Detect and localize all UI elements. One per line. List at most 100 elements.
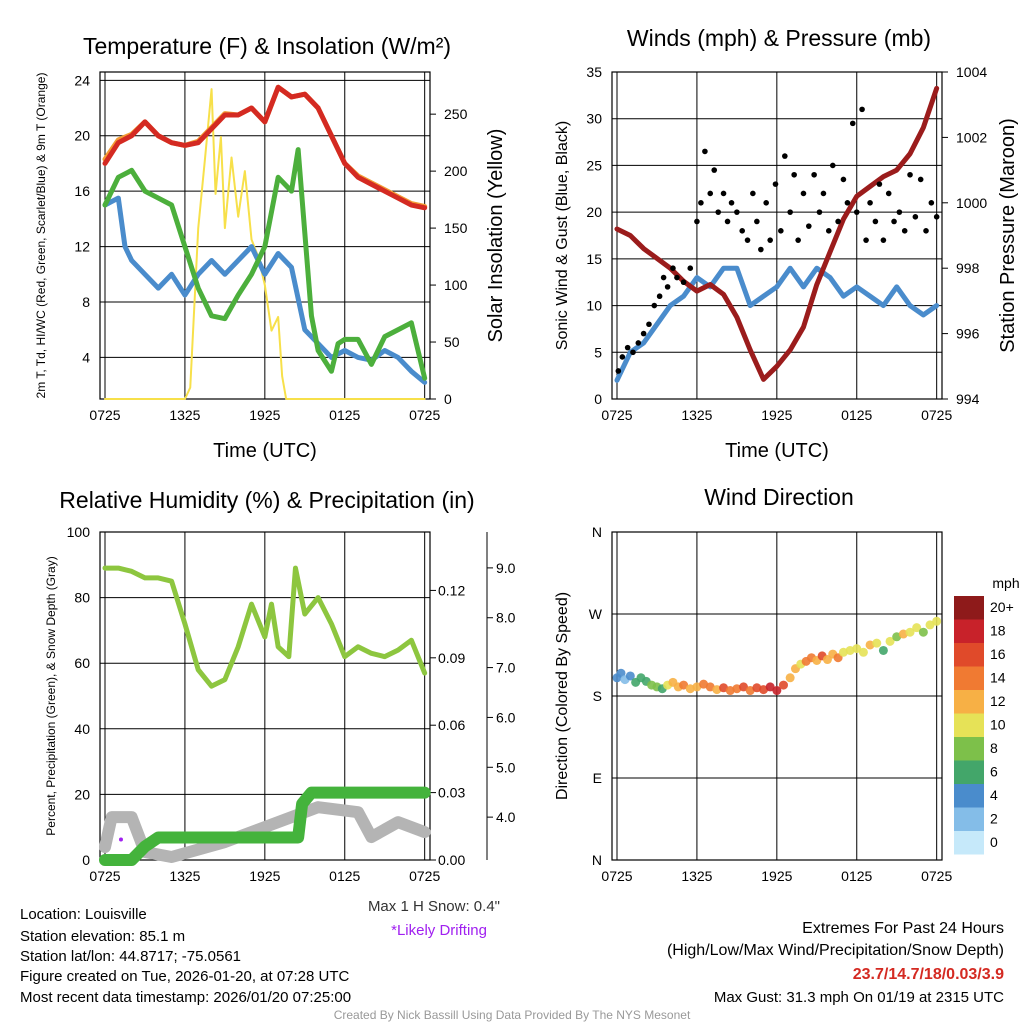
y2tick-label: 0.12 bbox=[438, 582, 465, 598]
gust-point bbox=[840, 176, 847, 183]
colorbar-swatch bbox=[954, 737, 984, 761]
gust-point bbox=[640, 330, 647, 337]
colorbar-label: 16 bbox=[990, 646, 1006, 662]
ytick-label: W bbox=[589, 606, 603, 622]
xtick-label: 1925 bbox=[249, 868, 280, 884]
gust-point bbox=[635, 340, 642, 346]
gust-point bbox=[664, 284, 671, 290]
ytick-label: S bbox=[593, 688, 602, 704]
gust-point bbox=[702, 148, 708, 155]
info-recent: Most recent data timestamp: 2026/01/20 0… bbox=[20, 989, 352, 1006]
y3tick-label: 4.0 bbox=[496, 809, 516, 825]
plot-frame bbox=[99, 71, 431, 400]
colorbar-swatch bbox=[954, 690, 984, 714]
xtick-label: 0125 bbox=[329, 868, 360, 884]
xtick-label: 1925 bbox=[249, 407, 280, 423]
gust-point bbox=[624, 344, 631, 351]
y2tick-label: 1004 bbox=[956, 64, 987, 80]
ytick-label: 100 bbox=[67, 524, 91, 540]
direction-point bbox=[858, 647, 868, 657]
gust-point bbox=[867, 200, 873, 206]
ytick-label: 25 bbox=[586, 157, 602, 173]
gust-point bbox=[680, 279, 687, 286]
gust-point bbox=[863, 237, 869, 243]
colorbar-swatch bbox=[954, 784, 984, 808]
gust-point bbox=[885, 190, 892, 197]
gust-point bbox=[912, 214, 919, 220]
gust-point bbox=[829, 162, 836, 169]
ytick-label: 80 bbox=[74, 590, 90, 606]
gust-point bbox=[734, 209, 740, 215]
direction-point bbox=[852, 644, 862, 654]
gust-point bbox=[880, 237, 887, 243]
gust-point bbox=[816, 209, 823, 215]
gust-point bbox=[844, 200, 851, 206]
y-axis-label: Sonic Wind & Gust (Blue, Black) bbox=[554, 121, 571, 350]
ytick-label: 40 bbox=[74, 721, 90, 737]
colorbar-swatch bbox=[954, 713, 984, 737]
y-axis-label: 2m T, Td, HI/WC (Red, Green, Scarlet/Blu… bbox=[34, 73, 48, 399]
chart-title-1: Winds (mph) & Pressure (mb) bbox=[627, 25, 931, 51]
credit: Created By Nick Bassill Using Data Provi… bbox=[333, 1008, 691, 1022]
direction-point bbox=[625, 671, 635, 681]
y-axis-label: Percent, Precipitation (Green), & Snow D… bbox=[44, 556, 58, 835]
colorbar-swatch bbox=[954, 619, 984, 643]
y3tick-label: 7.0 bbox=[496, 660, 516, 676]
gust-point bbox=[853, 209, 860, 215]
gust-point bbox=[772, 181, 779, 187]
gust-point bbox=[763, 200, 769, 206]
series-solar-insolation bbox=[104, 88, 426, 400]
y2tick-label: 0.00 bbox=[438, 852, 465, 868]
y2tick-label: 0.09 bbox=[438, 650, 465, 666]
gust-point bbox=[698, 200, 704, 206]
gust-point bbox=[694, 218, 700, 225]
direction-point bbox=[885, 636, 895, 646]
ytick-label: 5 bbox=[594, 344, 602, 360]
y-axis-label: Direction (Colored By Speed) bbox=[554, 592, 571, 800]
series-2m-temperature bbox=[102, 84, 428, 211]
xtick-label: 0725 bbox=[601, 407, 632, 423]
gust-point bbox=[933, 214, 940, 220]
gust-point bbox=[787, 209, 793, 215]
gust-point bbox=[795, 237, 801, 243]
direction-point bbox=[739, 682, 749, 692]
chart-title-2: Relative Humidity (%) & Precipitation (i… bbox=[59, 487, 474, 513]
ytick-label: 30 bbox=[586, 111, 602, 127]
xtick-label: 0725 bbox=[89, 407, 120, 423]
gust-point bbox=[767, 237, 773, 243]
y3tick-label: 6.0 bbox=[496, 709, 516, 725]
ytick-label: 0 bbox=[594, 391, 602, 407]
ytick-label: 0 bbox=[82, 852, 90, 868]
direction-point bbox=[778, 680, 788, 690]
xtick-label: 0125 bbox=[841, 868, 872, 884]
gust-point bbox=[791, 171, 797, 178]
gust-point bbox=[715, 209, 722, 215]
xtick-label: 1325 bbox=[169, 407, 200, 423]
info-latlon: Station lat/lon: 44.8717; -75.0561 bbox=[20, 948, 242, 965]
gust-point bbox=[917, 176, 924, 183]
gust-point bbox=[651, 302, 658, 309]
y2tick-label: 998 bbox=[956, 260, 980, 276]
y2tick-label: 994 bbox=[956, 391, 980, 407]
drifting-point bbox=[118, 837, 123, 842]
xtick-label: 1325 bbox=[681, 868, 712, 884]
xtick-label: 1925 bbox=[761, 407, 792, 423]
gust-point bbox=[674, 274, 680, 281]
series-sonic-wind bbox=[614, 265, 940, 383]
x-axis-label: Time (UTC) bbox=[213, 440, 317, 462]
ytick-label: N bbox=[592, 852, 602, 868]
colorbar-label: 0 bbox=[990, 834, 998, 850]
y2tick-label: 200 bbox=[444, 163, 468, 179]
extremes-subtitle: (High/Low/Max Wind/Precipitation/Snow De… bbox=[666, 942, 1004, 959]
colorbar-label: 10 bbox=[990, 717, 1006, 733]
xtick-label: 0725 bbox=[601, 868, 632, 884]
ytick-label: 8 bbox=[82, 294, 90, 310]
direction-point bbox=[905, 627, 915, 637]
ytick-label: 24 bbox=[74, 72, 90, 88]
gust-point bbox=[896, 209, 903, 215]
gust-point bbox=[901, 228, 908, 234]
gust-point bbox=[711, 167, 718, 173]
y2tick-label: 0 bbox=[444, 391, 452, 407]
plot-frame bbox=[99, 531, 431, 861]
